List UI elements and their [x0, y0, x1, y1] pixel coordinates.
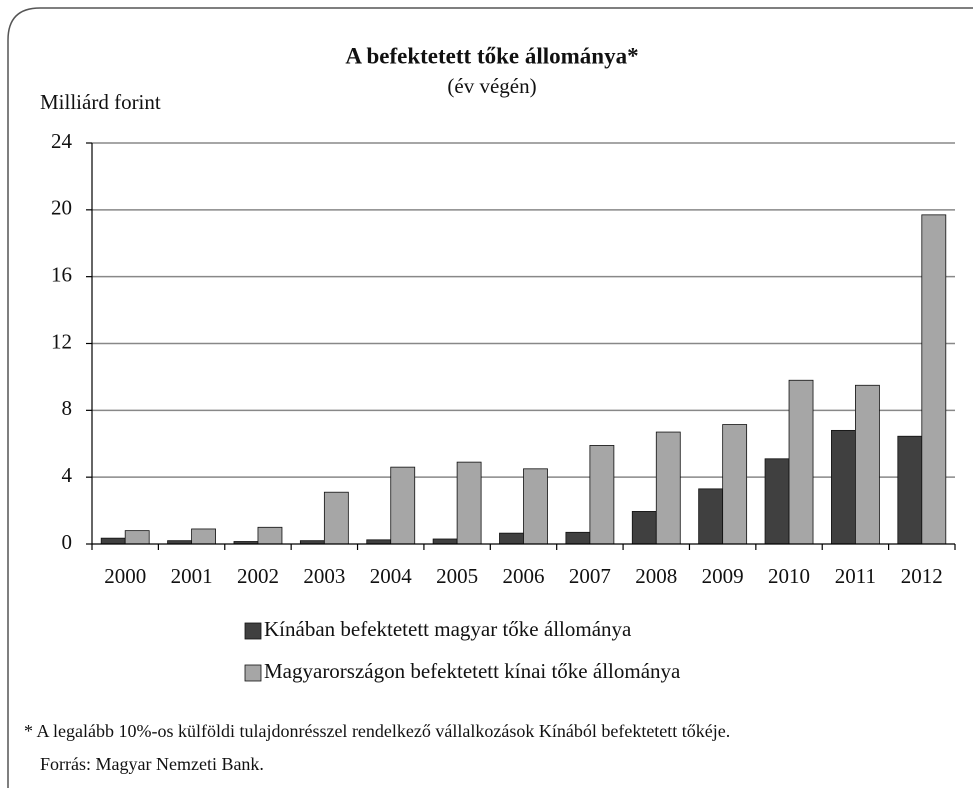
- source: Forrás: Magyar Nemzeti Bank.: [40, 754, 264, 774]
- bar: [390, 466, 416, 545]
- x-tick-label: 2001: [171, 564, 213, 588]
- bar: [855, 384, 880, 545]
- bar: [323, 491, 349, 545]
- legend-label: Magyarországon befektetett kínai tőke ál…: [264, 659, 681, 683]
- bar: [456, 461, 482, 545]
- y-tick-label: 24: [51, 129, 73, 153]
- bar: [432, 538, 458, 545]
- bar: [698, 488, 724, 545]
- bar: [921, 214, 947, 545]
- legend-label: Kínában befektetett magyar tőke állomány…: [264, 617, 632, 641]
- x-tick-label: 2006: [503, 564, 545, 588]
- x-tick-label: 2010: [768, 564, 810, 588]
- chart-subtitle: (év végén): [447, 74, 536, 98]
- y-tick-label: 20: [51, 196, 72, 220]
- bar: [523, 468, 548, 545]
- legend-swatch: [244, 622, 262, 640]
- y-tick-label: 0: [62, 530, 73, 554]
- bar: [565, 531, 591, 545]
- y-tick-label: 12: [51, 329, 72, 353]
- y-axis-label: Milliárd forint: [40, 90, 161, 114]
- bar: [764, 458, 790, 545]
- bar: [722, 424, 748, 545]
- x-tick-label: 2011: [835, 564, 876, 588]
- legend-swatch: [244, 664, 262, 682]
- x-tick-label: 2004: [370, 564, 413, 588]
- bar: [631, 511, 657, 545]
- x-tick-label: 2003: [303, 564, 345, 588]
- x-tick-label: 2008: [635, 564, 677, 588]
- bar: [191, 528, 216, 545]
- bar: [589, 445, 615, 545]
- frame: [7, 7, 973, 788]
- bar: [788, 379, 814, 545]
- bar: [831, 429, 856, 545]
- y-tick-label: 8: [62, 396, 73, 420]
- y-tick-label: 16: [51, 262, 72, 286]
- bar: [897, 435, 923, 545]
- x-tick-label: 2000: [104, 564, 146, 588]
- bar: [124, 530, 150, 545]
- x-tick-label: 2012: [901, 564, 943, 588]
- chart-title: A befektetett tőke állománya*: [345, 43, 638, 68]
- bar: [257, 526, 283, 545]
- bar: [499, 532, 524, 545]
- x-tick-label: 2009: [702, 564, 744, 588]
- y-tick-label: 4: [62, 463, 73, 487]
- bar: [366, 539, 392, 545]
- x-tick-label: 2002: [237, 564, 279, 588]
- x-tick-label: 2005: [436, 564, 478, 588]
- x-tick-label: 2007: [569, 564, 611, 588]
- bar: [655, 431, 681, 545]
- footnote: * A legalább 10%-os külföldi tulajdonrés…: [24, 721, 730, 741]
- bar: [100, 537, 126, 545]
